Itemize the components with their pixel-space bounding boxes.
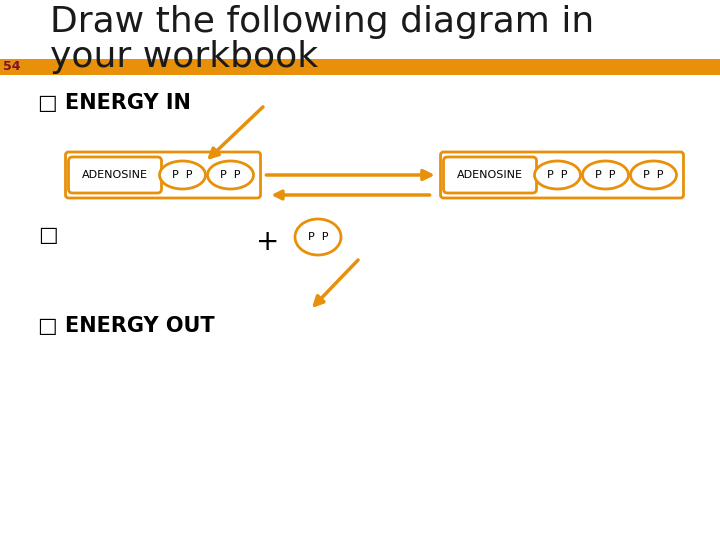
Text: □: □	[38, 225, 58, 245]
Text: ADENOSINE: ADENOSINE	[82, 170, 148, 180]
Text: P  P: P P	[172, 170, 193, 180]
Ellipse shape	[160, 161, 205, 189]
Text: ADENOSINE: ADENOSINE	[457, 170, 523, 180]
Text: P  P: P P	[307, 232, 328, 242]
Text: your workbook: your workbook	[50, 40, 318, 74]
Ellipse shape	[207, 161, 253, 189]
FancyBboxPatch shape	[444, 157, 536, 193]
Text: Draw the following diagram in: Draw the following diagram in	[50, 5, 594, 39]
Text: □ ENERGY OUT: □ ENERGY OUT	[38, 316, 215, 336]
Text: P  P: P P	[595, 170, 616, 180]
Ellipse shape	[631, 161, 677, 189]
Text: P  P: P P	[220, 170, 240, 180]
Bar	[0, 59, 720, 75]
Text: +: +	[256, 228, 279, 256]
Ellipse shape	[582, 161, 629, 189]
Ellipse shape	[534, 161, 580, 189]
Ellipse shape	[295, 219, 341, 255]
FancyBboxPatch shape	[68, 157, 161, 193]
Text: P  P: P P	[643, 170, 664, 180]
Text: 54: 54	[3, 60, 20, 73]
Text: P  P: P P	[547, 170, 568, 180]
Text: □ ENERGY IN: □ ENERGY IN	[38, 93, 191, 113]
